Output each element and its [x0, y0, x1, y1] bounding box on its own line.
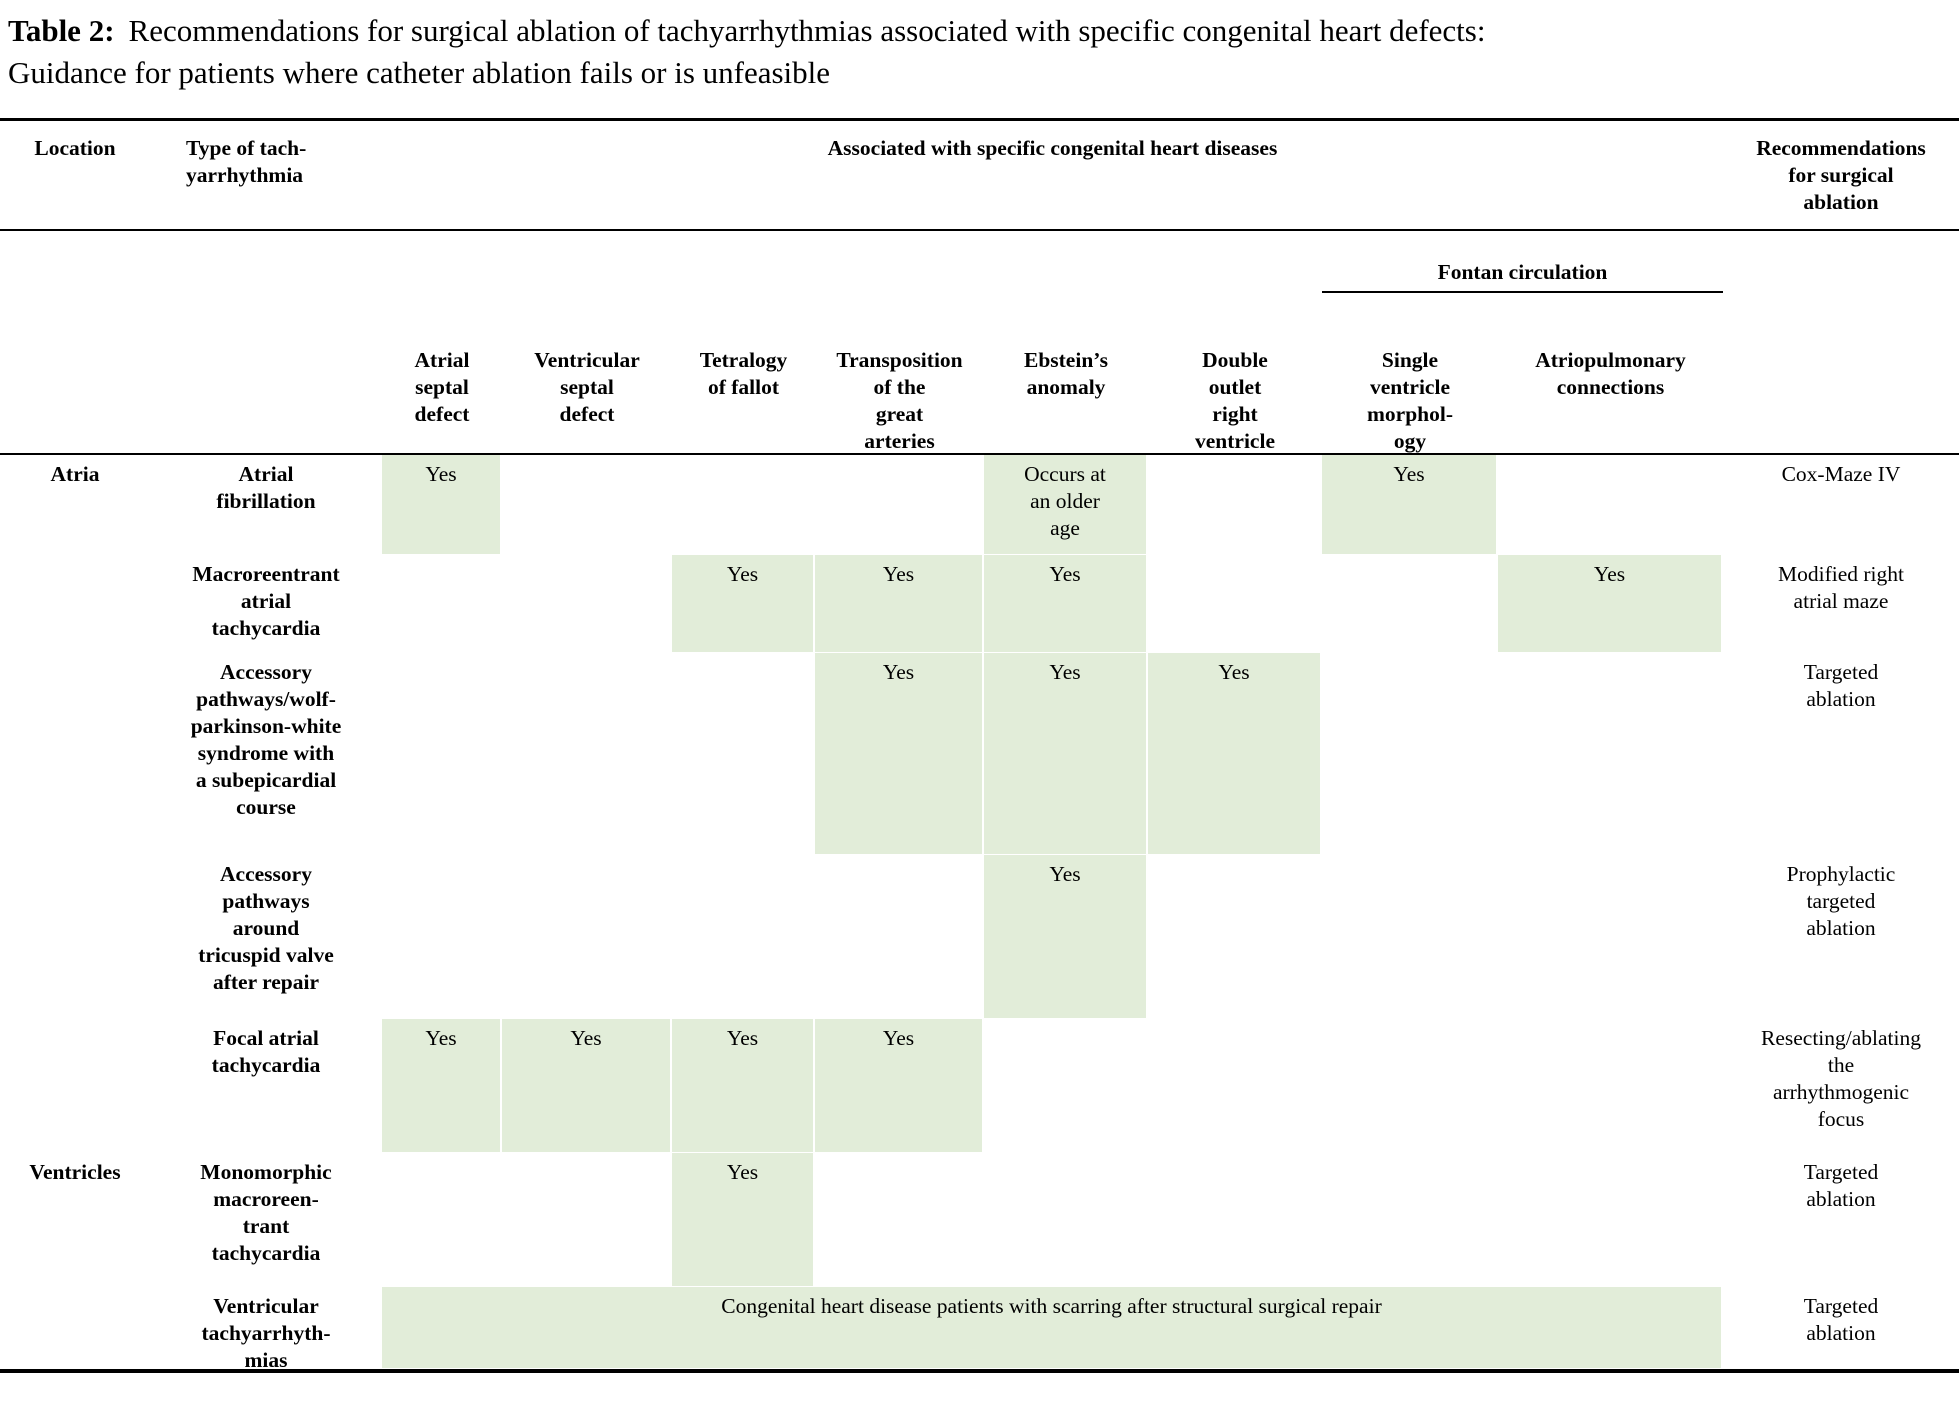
col-header-tof: Tetralogy of fallot	[699, 348, 788, 399]
horizontal-rule	[0, 453, 1959, 455]
type-accessory-pathways-tricuspid: Accessory pathways around tricuspid valv…	[198, 862, 334, 994]
col-header-asd: Atrial septal defect	[414, 348, 470, 426]
type-macroreentrant-atrial-tachycardia: Macroreentrant atrial tachycardia	[192, 562, 340, 640]
col-header-ebstein: Ebstein’s anomaly	[1023, 348, 1109, 399]
cell-r2-ebstein: Yes	[984, 555, 1148, 653]
header-fontan-group: Fontan circulation	[1322, 231, 1723, 293]
table-number: Table 2:	[8, 13, 115, 48]
cell-r2-atriopulmonary: Yes	[1498, 555, 1723, 653]
cell-r1-single-ventricle: Yes	[1322, 455, 1498, 555]
type-ventricular-tachyarrhythmias: Ventricular tachyarrhyth- mias	[201, 1294, 331, 1372]
cell-r7-span: Congenital heart disease patients with s…	[382, 1287, 1723, 1369]
cell-r5-asd: Yes	[382, 1019, 502, 1153]
type-focal-atrial-tachycardia: Focal atrial tachycardia	[211, 1026, 321, 1077]
cell-r3-dorv: Yes	[1148, 653, 1322, 855]
header-recommendations: Recommendations for surgical ablation	[1756, 136, 1926, 214]
col-header-dorv: Double outlet right ventricle	[1195, 348, 1275, 453]
recommendation-r6: Targeted ablation	[1803, 1160, 1879, 1211]
header-location: Location	[34, 136, 116, 160]
table-caption-text: Recommendations for surgical ablation of…	[8, 13, 1486, 90]
cell-r1-ebstein: Occurs at an older age	[984, 455, 1148, 555]
col-header-tga: Transposition of the great arteries	[836, 348, 963, 453]
cell-r2-tga: Yes	[815, 555, 984, 653]
recommendation-r7: Targeted ablation	[1803, 1294, 1879, 1345]
recommendation-r5: Resecting/ablating the arrhythmogenic fo…	[1760, 1026, 1921, 1131]
header-associated-group: Associated with specific congenital hear…	[827, 136, 1278, 160]
col-header-atriopulmonary: Atriopulmonary connections	[1535, 348, 1686, 399]
table-caption: Table 2: Recommendations for surgical abl…	[0, 0, 1959, 94]
cell-r2-tof: Yes	[672, 555, 815, 653]
cell-r1-asd: Yes	[382, 455, 502, 555]
header-type: Type of tach- yarrhythmia	[186, 136, 307, 187]
recommendation-r1: Cox-Maze IV	[1781, 462, 1901, 486]
col-header-single-ventricle: Single ventricle morphol- ogy	[1367, 348, 1453, 453]
recommendation-r4: Prophylactic targeted ablation	[1786, 862, 1896, 940]
cell-r5-tga: Yes	[815, 1019, 984, 1153]
type-accessory-pathways-wpw: Accessory pathways/wolf- parkinson-white…	[190, 660, 342, 819]
location-ventricles: Ventricles	[29, 1160, 121, 1184]
recommendation-r3: Targeted ablation	[1803, 660, 1879, 711]
cell-r6-tof: Yes	[672, 1153, 815, 1287]
type-atrial-fibrillation: Atrial fibrillation	[216, 462, 316, 513]
cell-r5-tof: Yes	[672, 1019, 815, 1153]
cell-r3-tga: Yes	[815, 653, 984, 855]
recommendation-r2: Modified right atrial maze	[1778, 562, 1904, 613]
col-header-vsd: Ventricular septal defect	[534, 348, 640, 426]
horizontal-rule	[0, 229, 1959, 231]
table: Location Type of tach- yarrhythmia Assoc…	[0, 118, 1959, 1373]
cell-r3-ebstein: Yes	[984, 653, 1148, 855]
cell-r4-ebstein: Yes	[984, 855, 1148, 1019]
type-monomorphic-macroreentrant: Monomorphic macroreen- trant tachycardia	[200, 1160, 332, 1265]
cell-r5-vsd: Yes	[502, 1019, 672, 1153]
location-atria: Atria	[50, 462, 100, 486]
